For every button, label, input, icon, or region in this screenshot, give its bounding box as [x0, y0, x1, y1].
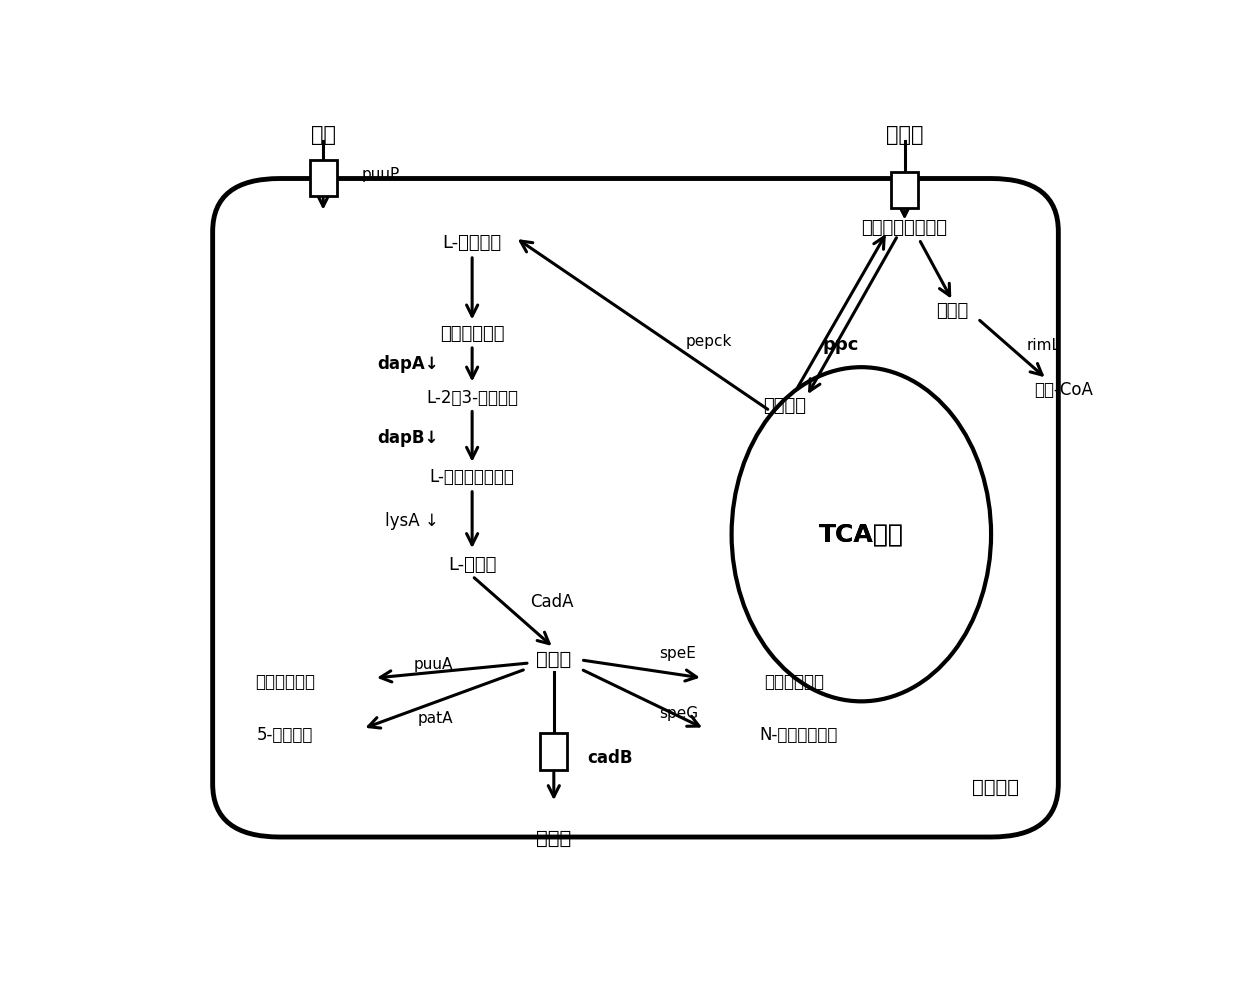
Text: ppc: ppc	[823, 336, 859, 354]
Bar	[541, 733, 567, 770]
Text: TCA循环: TCA循环	[818, 522, 904, 547]
Text: speE: speE	[660, 646, 697, 661]
Text: cadB: cadB	[588, 748, 632, 767]
Ellipse shape	[732, 368, 991, 701]
Bar	[892, 172, 918, 208]
Bar	[310, 159, 336, 196]
Text: 葡萄糖: 葡萄糖	[885, 125, 924, 145]
Text: 丙酮酸: 丙酮酸	[936, 302, 968, 320]
Text: 大肠杆菌: 大肠杆菌	[972, 779, 1019, 797]
Text: pepck: pepck	[686, 334, 732, 349]
Text: 氨丙基戊二胺: 氨丙基戊二胺	[764, 672, 825, 691]
Text: 天冬氨酸半醒: 天冬氨酸半醒	[440, 324, 505, 343]
Text: dapB↓: dapB↓	[377, 430, 439, 447]
Text: puuP: puuP	[362, 167, 399, 182]
Text: 戊二胺: 戊二胺	[536, 829, 572, 848]
FancyBboxPatch shape	[213, 179, 1058, 838]
Text: 戊二胺: 戊二胺	[536, 650, 572, 668]
Text: lysA ↓: lysA ↓	[384, 511, 439, 530]
Text: 磷酸烯醇式丙酮酸: 磷酸烯醇式丙酮酸	[862, 218, 947, 237]
Text: L-2，3-二氢吨啊: L-2，3-二氢吨啊	[427, 389, 518, 407]
Text: L-赖氨酸: L-赖氨酸	[448, 555, 496, 573]
Text: 5-氨基戊醒: 5-氨基戊醒	[257, 725, 312, 744]
Text: speG: speG	[660, 706, 698, 722]
Text: rimL: rimL	[1027, 337, 1060, 353]
Text: 谷氨酥戊二胺: 谷氨酥戊二胺	[254, 672, 315, 691]
Text: CadA: CadA	[529, 594, 573, 611]
Text: 腐胺: 腐胺	[311, 125, 336, 145]
Text: L-四氢吨啊二罧酸: L-四氢吨啊二罧酸	[430, 469, 515, 487]
Text: patA: patA	[418, 711, 453, 725]
Text: puuA: puuA	[413, 657, 453, 672]
Text: L-天冬氨酸: L-天冬氨酸	[443, 234, 502, 252]
Text: dapA↓: dapA↓	[377, 355, 439, 373]
Text: 草酥乙酸: 草酥乙酸	[763, 396, 806, 415]
Text: N-乙酥基戊二胺: N-乙酥基戊二胺	[760, 725, 838, 744]
Text: TCA循环: TCA循环	[818, 522, 904, 547]
Text: 乙酥-CoA: 乙酥-CoA	[1034, 381, 1092, 399]
